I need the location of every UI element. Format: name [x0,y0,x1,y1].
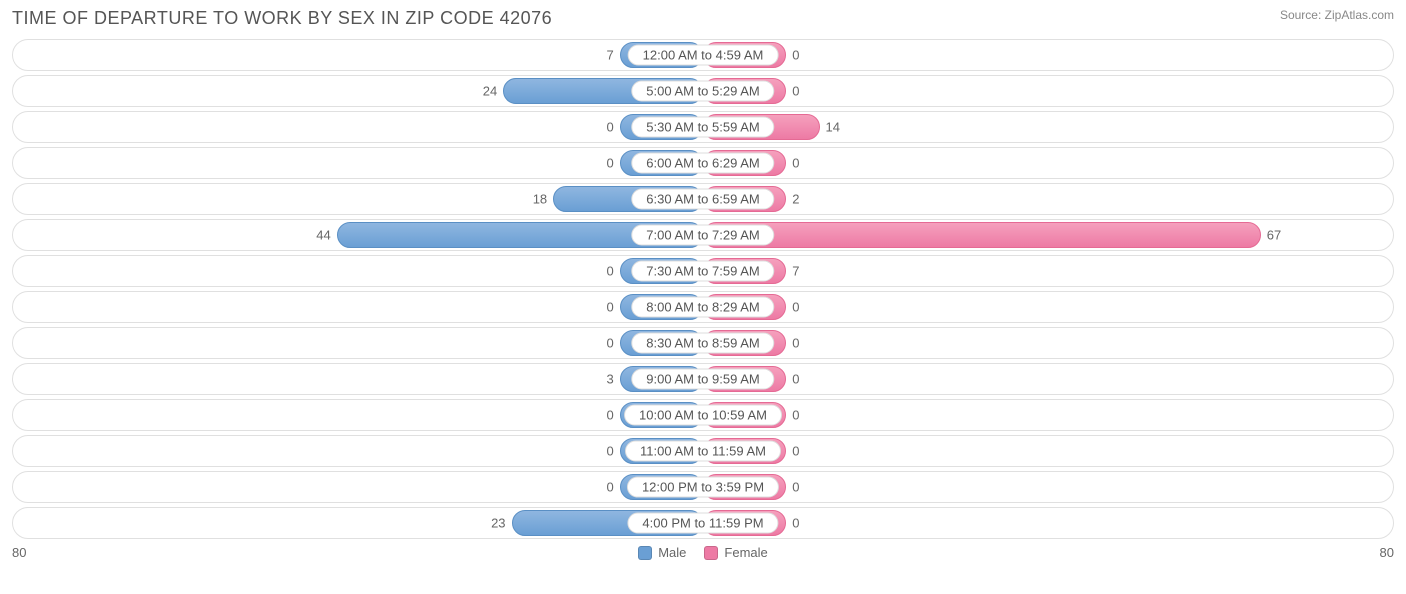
female-value: 0 [792,300,799,315]
female-value: 0 [792,372,799,387]
chart-source: Source: ZipAtlas.com [1280,8,1394,22]
female-value: 7 [792,264,799,279]
legend-item-female: Female [704,545,767,560]
time-range-label: 9:00 AM to 9:59 AM [631,369,774,390]
female-value: 0 [792,84,799,99]
female-value: 14 [826,120,840,135]
chart-row-inner: 44 67 7:00 AM to 7:29 AM [37,222,1369,248]
chart-row: 0 0 12:00 PM to 3:59 PM [12,471,1394,503]
chart-row-inner: 0 0 12:00 PM to 3:59 PM [37,474,1369,500]
male-value: 0 [607,264,614,279]
axis-right-max: 80 [1380,545,1394,560]
chart-row-inner: 0 0 10:00 AM to 10:59 AM [37,402,1369,428]
chart-area: 7 0 12:00 AM to 4:59 AM 24 0 5:00 AM to 5:29 … [12,39,1394,539]
male-value: 23 [491,516,505,531]
chart-row-inner: 0 7 7:30 AM to 7:59 AM [37,258,1369,284]
time-range-label: 5:00 AM to 5:29 AM [631,81,774,102]
chart-row: 0 0 11:00 AM to 11:59 AM [12,435,1394,467]
chart-row-inner: 7 0 12:00 AM to 4:59 AM [37,42,1369,68]
male-value: 44 [316,228,330,243]
chart-row: 7 0 12:00 AM to 4:59 AM [12,39,1394,71]
chart-footer: 80 Male Female 80 [12,545,1394,560]
axis-left-max: 80 [12,545,26,560]
legend: Male Female [638,545,768,560]
male-value: 24 [483,84,497,99]
time-range-label: 5:30 AM to 5:59 AM [631,117,774,138]
chart-row-inner: 23 0 4:00 PM to 11:59 PM [37,510,1369,536]
male-value: 7 [607,48,614,63]
chart-row-inner: 0 0 6:00 AM to 6:29 AM [37,150,1369,176]
time-range-label: 11:00 AM to 11:59 AM [625,441,781,462]
female-value: 0 [792,516,799,531]
chart-title: TIME OF DEPARTURE TO WORK BY SEX IN ZIP … [12,8,552,29]
female-value: 0 [792,48,799,63]
chart-row-inner: 0 0 8:00 AM to 8:29 AM [37,294,1369,320]
female-value: 2 [792,192,799,207]
chart-row: 0 0 10:00 AM to 10:59 AM [12,399,1394,431]
chart-row-inner: 0 14 5:30 AM to 5:59 AM [37,114,1369,140]
female-value: 67 [1267,228,1281,243]
male-value: 0 [607,120,614,135]
female-bar [703,222,1261,248]
time-range-label: 7:30 AM to 7:59 AM [631,261,774,282]
female-value: 0 [792,408,799,423]
chart-row-inner: 18 2 6:30 AM to 6:59 AM [37,186,1369,212]
male-value: 0 [607,480,614,495]
chart-row-inner: 24 0 5:00 AM to 5:29 AM [37,78,1369,104]
time-range-label: 7:00 AM to 7:29 AM [631,225,774,246]
chart-row: 0 0 8:30 AM to 8:59 AM [12,327,1394,359]
chart-row: 44 67 7:00 AM to 7:29 AM [12,219,1394,251]
legend-female-label: Female [724,545,767,560]
male-value: 3 [607,372,614,387]
chart-row-inner: 3 0 9:00 AM to 9:59 AM [37,366,1369,392]
male-value: 0 [607,300,614,315]
time-range-label: 12:00 AM to 4:59 AM [628,45,779,66]
chart-row: 23 0 4:00 PM to 11:59 PM [12,507,1394,539]
male-value: 0 [607,336,614,351]
chart-row: 3 0 9:00 AM to 9:59 AM [12,363,1394,395]
female-value: 0 [792,480,799,495]
chart-row-inner: 0 0 11:00 AM to 11:59 AM [37,438,1369,464]
time-range-label: 8:30 AM to 8:59 AM [631,333,774,354]
male-swatch [638,546,652,560]
chart-header: TIME OF DEPARTURE TO WORK BY SEX IN ZIP … [12,8,1394,29]
time-range-label: 6:00 AM to 6:29 AM [631,153,774,174]
male-value: 0 [607,408,614,423]
time-range-label: 4:00 PM to 11:59 PM [627,513,778,534]
female-value: 0 [792,336,799,351]
legend-item-male: Male [638,545,686,560]
male-value: 0 [607,156,614,171]
time-range-label: 12:00 PM to 3:59 PM [627,477,779,498]
time-range-label: 8:00 AM to 8:29 AM [631,297,774,318]
chart-row: 0 7 7:30 AM to 7:59 AM [12,255,1394,287]
female-value: 0 [792,444,799,459]
male-value: 18 [533,192,547,207]
female-value: 0 [792,156,799,171]
chart-row: 0 0 6:00 AM to 6:29 AM [12,147,1394,179]
time-range-label: 10:00 AM to 10:59 AM [624,405,782,426]
legend-male-label: Male [658,545,686,560]
time-range-label: 6:30 AM to 6:59 AM [631,189,774,210]
chart-row: 18 2 6:30 AM to 6:59 AM [12,183,1394,215]
male-value: 0 [607,444,614,459]
chart-row-inner: 0 0 8:30 AM to 8:59 AM [37,330,1369,356]
chart-row: 0 14 5:30 AM to 5:59 AM [12,111,1394,143]
female-swatch [704,546,718,560]
chart-row: 0 0 8:00 AM to 8:29 AM [12,291,1394,323]
chart-row: 24 0 5:00 AM to 5:29 AM [12,75,1394,107]
